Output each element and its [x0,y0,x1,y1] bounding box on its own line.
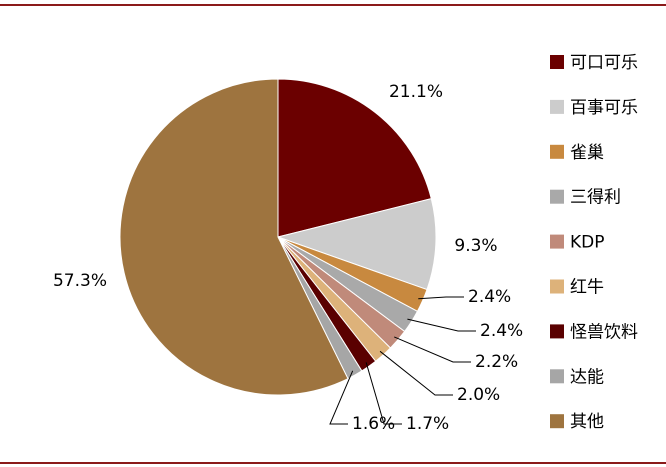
legend-swatch [550,234,564,249]
legend-swatch [550,189,564,204]
legend-swatch [550,369,564,384]
legend-swatch [550,144,564,159]
data-label: 57.3% [53,271,107,291]
legend-swatch [550,414,564,429]
data-label: 21.1% [389,82,443,102]
legend-label: 达能 [570,367,604,387]
leader-line [329,370,354,425]
data-label: 2.4% [480,321,523,341]
data-label: 2.0% [457,385,500,405]
data-label: 1.7% [406,414,449,434]
leader-line [379,350,453,396]
data-label: 2.2% [475,352,518,372]
legend-label: 三得利 [570,188,621,208]
legend-label: 雀巢 [570,143,604,163]
legend-swatch [550,279,564,294]
leader-line [394,336,471,363]
legend-swatch [550,324,564,339]
legend-label: KDP [570,233,605,253]
legend-label: 百事可乐 [570,98,638,118]
data-label: 1.6% [352,414,395,434]
leader-line [407,318,476,332]
pie-slice [276,198,437,291]
pie-slice [277,78,432,238]
legend-label: 红牛 [570,278,604,298]
legend-label: 可口可乐 [570,53,638,73]
pie-slice [119,78,349,396]
legend-swatch [550,99,564,114]
leader-line [418,296,464,300]
legend-label: 怪兽饮料 [570,322,638,342]
data-label: 9.3% [454,236,497,256]
data-label: 2.4% [468,287,511,307]
legend-swatch [550,55,564,69]
legend-label: 其他 [570,412,604,432]
leader-line [365,362,402,425]
